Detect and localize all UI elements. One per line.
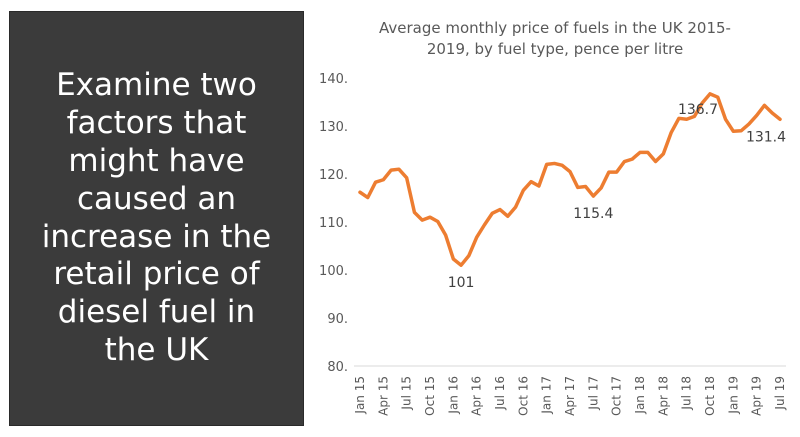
x-tick-label: Oct 16 (516, 376, 530, 416)
y-tick-label: 120. (319, 168, 348, 183)
y-tick-label: 140. (319, 72, 348, 87)
series-line (358, 92, 782, 267)
x-tick-label: Apr 18 (656, 376, 670, 416)
x-tick-label: Apr 15 (376, 376, 390, 416)
y-tick-label: 130. (319, 120, 348, 135)
y-tick-label: 100. (319, 264, 348, 279)
x-tick-label: Jan 19 (726, 376, 740, 415)
y-tick-label: 80. (327, 360, 348, 375)
data-label: 115.4 (573, 206, 613, 222)
question-panel: Examine two factors that might have caus… (9, 11, 304, 426)
x-tick-label: Jul 18 (680, 376, 694, 411)
y-tick-label: 90. (327, 312, 348, 327)
x-tick-label: Jan 18 (633, 376, 647, 415)
x-tick-label: Oct 15 (423, 376, 437, 416)
x-tick-label: Jul 16 (493, 376, 507, 411)
chart-title-line-2: 2019, by fuel type, pence per litre (426, 40, 684, 58)
x-tick-label: Jan 15 (353, 376, 367, 415)
x-tick-label: Jul 17 (586, 376, 600, 411)
x-tick-label: Jan 16 (446, 376, 460, 415)
data-label: 136.7 (678, 102, 718, 118)
line-chart: 80. 90. 100. 110. 120. 130. 140. Jan 15 Apr 15 Ju… (319, 72, 787, 416)
x-tick-label: Apr 16 (470, 376, 484, 416)
x-tick-label: Jul 15 (400, 376, 414, 411)
x-tick-label: Oct 18 (703, 376, 717, 416)
question-text: Examine two factors that might have caus… (41, 67, 272, 368)
chart-area: Average monthly price of fuels in the UK… (310, 0, 800, 437)
x-tick-label: Jul 19 (773, 376, 787, 411)
chart-title: Average monthly price of fuels in the UK… (310, 18, 800, 60)
chart-title-line-1: Average monthly price of fuels in the UK… (379, 19, 731, 37)
x-tick-label: Apr 17 (563, 376, 577, 416)
y-tick-label: 110. (319, 216, 348, 231)
x-tick-label: Apr 19 (750, 376, 764, 416)
x-tick-label: Jan 17 (540, 376, 554, 415)
data-label: 131.4 (746, 129, 786, 145)
x-tick-label: Oct 17 (610, 376, 624, 416)
data-label: 101 (448, 275, 475, 291)
